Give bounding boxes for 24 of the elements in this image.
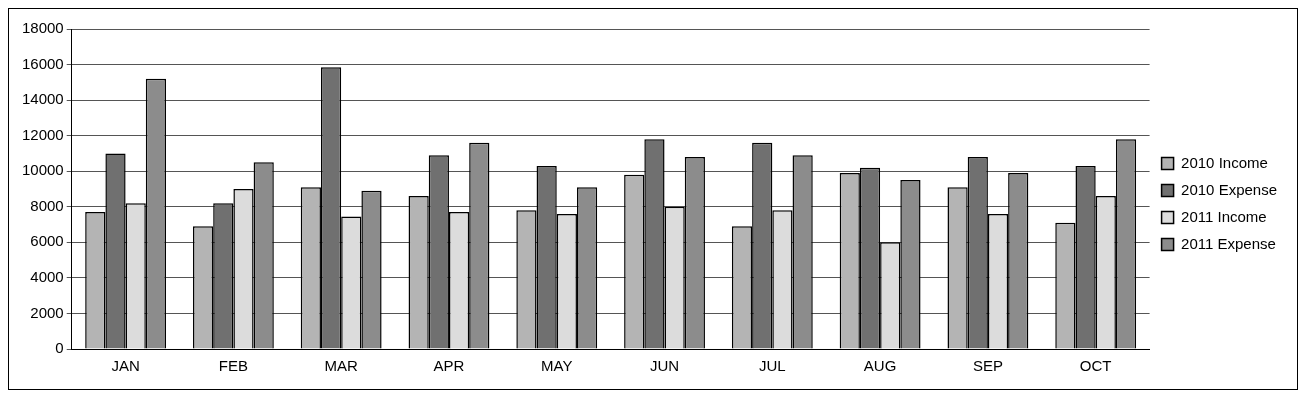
y-tick-label: 10000 [21,161,64,179]
x-tick-label: MAR [324,357,359,375]
y-tick-label: 8000 [30,196,64,214]
x-tick-label: JUN [649,357,680,375]
y-tick-label: 14000 [21,90,64,108]
x-tick-label: JUL [758,357,786,375]
legend-label: 2011 Expense [1181,234,1276,252]
y-tick-label: 2000 [30,303,64,321]
y-tick-label: 4000 [30,268,64,286]
legend-label: 2010 Expense [1181,180,1278,198]
x-tick-label: OCT [1079,357,1112,375]
y-tick-label: 0 [55,339,64,357]
legend-label: 2011 Income [1181,207,1267,225]
y-tick-label: 16000 [21,54,64,72]
x-tick-label: SEP [972,357,1003,375]
y-tick-label: 12000 [21,125,64,143]
x-tick-label: APR [433,357,465,375]
x-tick-label: MAY [541,357,573,375]
y-tick-label: 6000 [30,232,64,250]
y-tick-label: 18000 [21,19,64,37]
x-tick-label: FEB [218,357,248,375]
x-tick-label: AUG [863,357,897,375]
legend-label: 2010 Income [1181,153,1268,171]
x-tick-label: JAN [111,357,140,375]
